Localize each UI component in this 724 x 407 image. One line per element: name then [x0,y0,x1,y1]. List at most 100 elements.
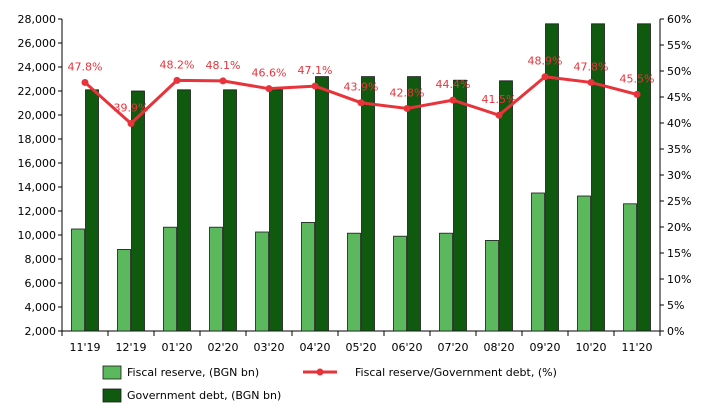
government-debt-bar [499,80,513,332]
legend-government-debt: Government debt, (BGN bn) [102,388,281,403]
legend-ratio-swatch-marker [316,368,324,376]
fiscal-reserve-ratio-point [219,77,227,85]
fiscal-reserve-ratio-label: 44.4% [436,78,471,91]
fiscal-reserve-ratio-label: 47.1% [298,64,333,77]
y-right-tick-label: 25% [667,195,691,208]
fiscal-reserve-ratio-label: 47.8% [574,60,609,73]
fiscal-reserve-bar [163,226,177,332]
fiscal-reserve-bar [623,203,637,332]
y-right-tick-label: 55% [667,39,691,52]
y-right-tick-label: 20% [667,221,691,234]
fiscal-reserve-ratio-point [587,78,595,86]
fiscal-reserve-ratio-label: 48.1% [206,59,241,72]
government-debt-bar [131,90,145,332]
y-right-tick-label: 15% [667,247,691,260]
fiscal-reserve-ratio-label: 47.8% [68,60,103,73]
legend-government-debt-label: Government debt, (BGN bn) [127,389,281,402]
line-series: 47.8% 39.9% 48.2% 48.1% 46.6% 47.1% 43.9% 42.8%… [68,55,655,128]
government-debt-bar [85,89,99,332]
legend-government-debt-swatch [102,388,122,403]
x-tick-label: 07'20 [437,341,468,354]
legend-fiscal-reserve-swatch [102,365,122,380]
fiscal-reserve-bar [117,248,131,332]
y-left-tick-label: 4,000 [25,301,57,314]
fiscal-reserve-bar [577,195,591,332]
y-left-tick-label: 8,000 [25,253,57,266]
fiscal-reserve-ratio-point [311,82,319,90]
fiscal-reserve-ratio-point [173,76,181,84]
y-right-tick-label: 45% [667,91,691,104]
fiscal-reserve-ratio-point [403,104,411,112]
fiscal-reserve-ratio-point [357,99,365,107]
legend-fiscal-reserve-label: Fiscal reserve, (BGN bn) [127,366,259,379]
y-left-tick-label: 10,000 [18,229,57,242]
government-debt-bar [223,89,237,332]
y-left-tick-label: 24,000 [18,61,57,74]
y-left-tick-label: 26,000 [18,37,57,50]
fiscal-reserve-bar [255,231,269,332]
y-left-tick-label: 20,000 [18,109,57,122]
x-tick-label: 02'20 [207,341,238,354]
fiscal-reserve-ratio-label: 41.5% [482,93,517,106]
government-debt-bar [545,23,559,332]
y-right-tick-label: 5% [667,299,684,312]
fiscal-reserve-ratio-point [541,73,549,81]
y-left-tick-label: 16,000 [18,157,57,170]
x-tick-label: 11'19 [69,341,100,354]
fiscal-reserve-bar [301,221,315,332]
y-left-tick-label: 14,000 [18,181,57,194]
y-right-tick-label: 35% [667,143,691,156]
x-tick-label: 04'20 [299,341,330,354]
x-tick-label: 08'20 [483,341,514,354]
fiscal-reserve-ratio-label: 46.6% [252,67,287,80]
y-right-tick-label: 30% [667,169,691,182]
x-tick-label: 06'20 [391,341,422,354]
fiscal-reserve-ratio-point [127,120,135,128]
x-tick-label: 09'20 [529,341,560,354]
x-axis: 11'19 12'19 01'20 02'20 03'20 04'20 05'20 06'20… [61,331,661,354]
legend-ratio-label: Fiscal reserve/Government debt, (%) [355,366,557,379]
fiscal-reserve-ratio-label: 45.5% [620,72,655,85]
x-tick-label: 05'20 [345,341,376,354]
government-debt-bar [361,76,375,332]
fiscal-reserve-bar [393,235,407,332]
y-left-tick-label: 18,000 [18,133,57,146]
fiscal-reserve-bar [71,228,85,332]
government-debt-bar [177,89,191,332]
fiscal-reserve-ratio-label: 48.2% [160,58,195,71]
fiscal-reserve-bar [439,232,453,332]
fiscal-reserve-ratio-point [265,85,273,93]
fiscal-reserve-bar [485,239,499,332]
y-right-tick-label: 40% [667,117,691,130]
fiscal-reserve-ratio-label: 43.9% [344,81,379,94]
fiscal-reserve-bar [209,226,223,332]
government-debt-bar [637,23,651,332]
fiscal-reserve-bar [347,232,361,332]
fiscal-reserve-ratio-point [633,90,641,98]
y-right-tick-label: 60% [667,13,691,26]
x-tick-label: 03'20 [253,341,284,354]
y-left-tick-label: 12,000 [18,205,57,218]
y-right-tick-label: 0% [667,325,684,338]
legend-ratio: Fiscal reserve/Government debt, (%) [303,366,557,379]
y-right-tick-label: 10% [667,273,691,286]
fiscal-reserve-bar [531,192,545,332]
y-right-axis: 0% 5% 10% 15% 20% 25% 30% 35% 40% 45% 50% 55% 60% [660,13,691,338]
y-left-tick-label: 28,000 [18,13,57,26]
y-left-axis: 2,000 4,000 6,000 8,000 10,000 12,000 14,000 16… [18,13,62,338]
x-tick-label: 11'20 [621,341,652,354]
plot-frame [61,19,661,332]
fiscal-reserve-ratio-point [81,78,89,86]
government-debt-bar [269,89,283,332]
bars [71,23,651,332]
fiscal-reserve-ratio-point [495,111,503,119]
y-right-tick-label: 50% [667,65,691,78]
x-tick-label: 01'20 [161,341,192,354]
legend-fiscal-reserve: Fiscal reserve, (BGN bn) [102,365,259,380]
fiscal-reserve-ratio-label: 48.9% [528,55,563,68]
government-debt-bar [453,79,467,332]
y-left-tick-label: 22,000 [18,85,57,98]
government-debt-bar [407,76,421,332]
fiscal-reserve-ratio-label: 42.8% [390,86,425,99]
